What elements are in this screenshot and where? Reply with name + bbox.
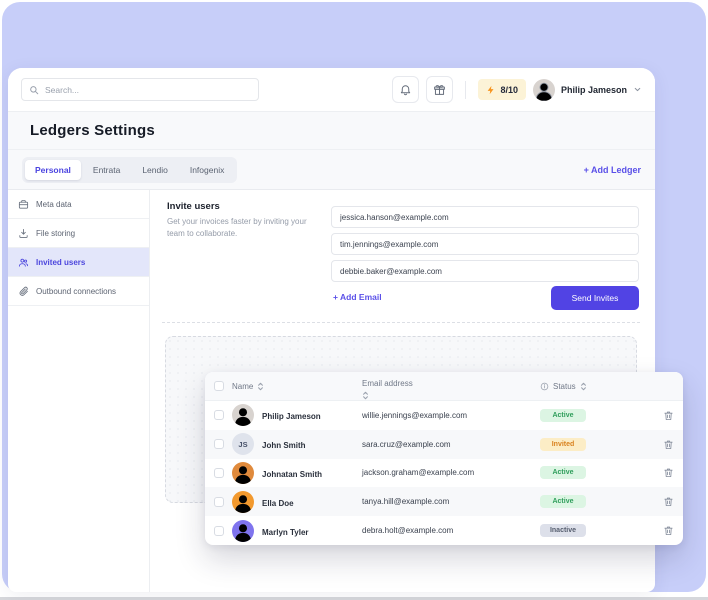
sidebar-item-label: Meta data bbox=[36, 199, 72, 209]
avatar bbox=[232, 519, 254, 542]
user-name: Marlyn Tyler bbox=[262, 527, 309, 537]
avatar bbox=[232, 404, 254, 427]
sidebar-item-outbound-connections[interactable]: Outbound connections bbox=[8, 277, 149, 306]
usage-badge: 8/10 bbox=[478, 79, 526, 100]
invite-email-input-3[interactable] bbox=[331, 260, 639, 282]
gift-icon bbox=[434, 85, 446, 95]
bottom-edge bbox=[0, 597, 708, 600]
trash-icon bbox=[664, 497, 673, 507]
user-name: Ella Doe bbox=[262, 498, 294, 508]
table-row: JS John Smith sara.cruz@example.com Invi… bbox=[205, 429, 683, 459]
topbar: 8/10 Philip Jameson bbox=[8, 68, 655, 112]
users-icon bbox=[18, 258, 29, 267]
page-title: Ledgers Settings bbox=[30, 122, 155, 139]
rewards-button[interactable] bbox=[426, 76, 454, 103]
sort-icon[interactable] bbox=[580, 382, 587, 391]
row-checkbox[interactable] bbox=[214, 496, 224, 507]
search-input[interactable] bbox=[45, 84, 251, 95]
search-box[interactable] bbox=[21, 78, 259, 101]
avatar bbox=[232, 461, 254, 484]
sidebar-item-invited-users[interactable]: Invited users bbox=[8, 248, 149, 277]
row-checkbox[interactable] bbox=[214, 467, 224, 478]
topbar-divider bbox=[465, 80, 467, 99]
table-row: Johnatan Smith jackson.graham@example.co… bbox=[205, 459, 683, 488]
user-name: John Smith bbox=[262, 441, 306, 451]
sidebar-item-meta-data[interactable]: Meta data bbox=[8, 190, 149, 219]
avatar bbox=[232, 490, 254, 513]
avatar-initials: JS bbox=[232, 433, 254, 456]
user-name: Philip Jameson bbox=[262, 412, 321, 422]
add-email-button[interactable]: + Add Email bbox=[333, 292, 382, 302]
bolt-icon bbox=[488, 85, 494, 94]
status-badge: Active bbox=[540, 466, 586, 480]
invited-users-table: Name Email address Status Philip Jameson… bbox=[205, 372, 683, 545]
user-email: tanya.hill@example.com bbox=[362, 497, 450, 507]
invite-email-input-1[interactable] bbox=[331, 206, 639, 228]
avatar bbox=[532, 78, 555, 101]
user-email: willie.jennings@example.com bbox=[362, 410, 468, 420]
trash-icon bbox=[664, 411, 673, 420]
page-header: Ledgers Settings bbox=[8, 112, 655, 150]
delete-button[interactable] bbox=[663, 467, 674, 478]
row-checkbox[interactable] bbox=[214, 439, 224, 450]
user-menu[interactable]: Philip Jameson bbox=[532, 78, 642, 101]
briefcase-icon bbox=[18, 199, 29, 209]
info-icon bbox=[540, 382, 549, 391]
sidebar-item-label: Invited users bbox=[36, 257, 86, 267]
tab-entrata[interactable]: Entrata bbox=[92, 164, 121, 175]
trash-icon bbox=[664, 469, 673, 478]
status-badge: Inactive bbox=[540, 524, 586, 538]
table-row: Ella Doe tanya.hill@example.com Active bbox=[205, 487, 683, 517]
tab-lendio[interactable]: Lendio bbox=[142, 164, 168, 175]
table-row: Marlyn Tyler debra.holt@example.com Inac… bbox=[205, 516, 683, 545]
delete-button[interactable] bbox=[663, 410, 674, 421]
trash-icon bbox=[664, 526, 673, 536]
row-checkbox[interactable] bbox=[214, 525, 224, 536]
tabs-row: Personal Entrata Lendio Infogenix + Add … bbox=[8, 150, 655, 190]
section-description: Get your invoices faster by inviting you… bbox=[167, 217, 307, 239]
sidebar-item-file-storing[interactable]: File storing bbox=[8, 219, 149, 248]
sidebar-item-label: Outbound connections bbox=[36, 286, 117, 296]
settings-sidebar: Meta data File storing Invited users Out… bbox=[8, 190, 150, 592]
delete-button[interactable] bbox=[663, 496, 674, 507]
usage-count: 8/10 bbox=[500, 84, 518, 95]
notifications-button[interactable] bbox=[392, 76, 420, 103]
send-invites-button[interactable]: Send Invites bbox=[551, 286, 639, 310]
user-email: jackson.graham@example.com bbox=[362, 468, 475, 478]
invite-email-input-2[interactable] bbox=[331, 233, 639, 255]
tab-personal[interactable]: Personal bbox=[25, 159, 81, 180]
sort-icon[interactable] bbox=[257, 382, 264, 391]
sidebar-item-label: File storing bbox=[36, 228, 76, 238]
status-badge: Active bbox=[540, 408, 586, 422]
row-checkbox[interactable] bbox=[214, 410, 224, 421]
download-icon bbox=[19, 228, 28, 238]
user-email: debra.holt@example.com bbox=[362, 526, 454, 536]
column-header-email[interactable]: Email address bbox=[362, 378, 413, 388]
column-header-status[interactable]: Status bbox=[553, 381, 576, 391]
section-title: Invite users bbox=[167, 201, 220, 212]
section-divider bbox=[162, 322, 640, 323]
status-badge: Active bbox=[540, 495, 586, 509]
add-ledger-button[interactable]: + Add Ledger bbox=[583, 164, 641, 175]
table-header: Name Email address Status bbox=[205, 372, 683, 401]
chevron-down-icon bbox=[634, 87, 641, 92]
ledger-tabs: Personal Entrata Lendio Infogenix bbox=[22, 156, 238, 183]
delete-button[interactable] bbox=[663, 439, 674, 450]
search-icon bbox=[30, 85, 39, 94]
paperclip-icon bbox=[19, 286, 28, 296]
sort-icon[interactable] bbox=[362, 391, 540, 400]
status-badge: Invited bbox=[540, 437, 586, 451]
user-name: Johnatan Smith bbox=[262, 469, 323, 479]
delete-button[interactable] bbox=[663, 525, 674, 536]
trash-icon bbox=[664, 440, 673, 449]
user-name: Philip Jameson bbox=[560, 84, 627, 95]
bell-icon bbox=[401, 85, 411, 96]
column-header-name[interactable]: Name bbox=[232, 381, 254, 391]
table-row: Philip Jameson willie.jennings@example.c… bbox=[205, 401, 683, 430]
select-all-checkbox[interactable] bbox=[214, 381, 224, 391]
user-email: sara.cruz@example.com bbox=[362, 439, 451, 449]
tab-infogenix[interactable]: Infogenix bbox=[189, 164, 225, 175]
